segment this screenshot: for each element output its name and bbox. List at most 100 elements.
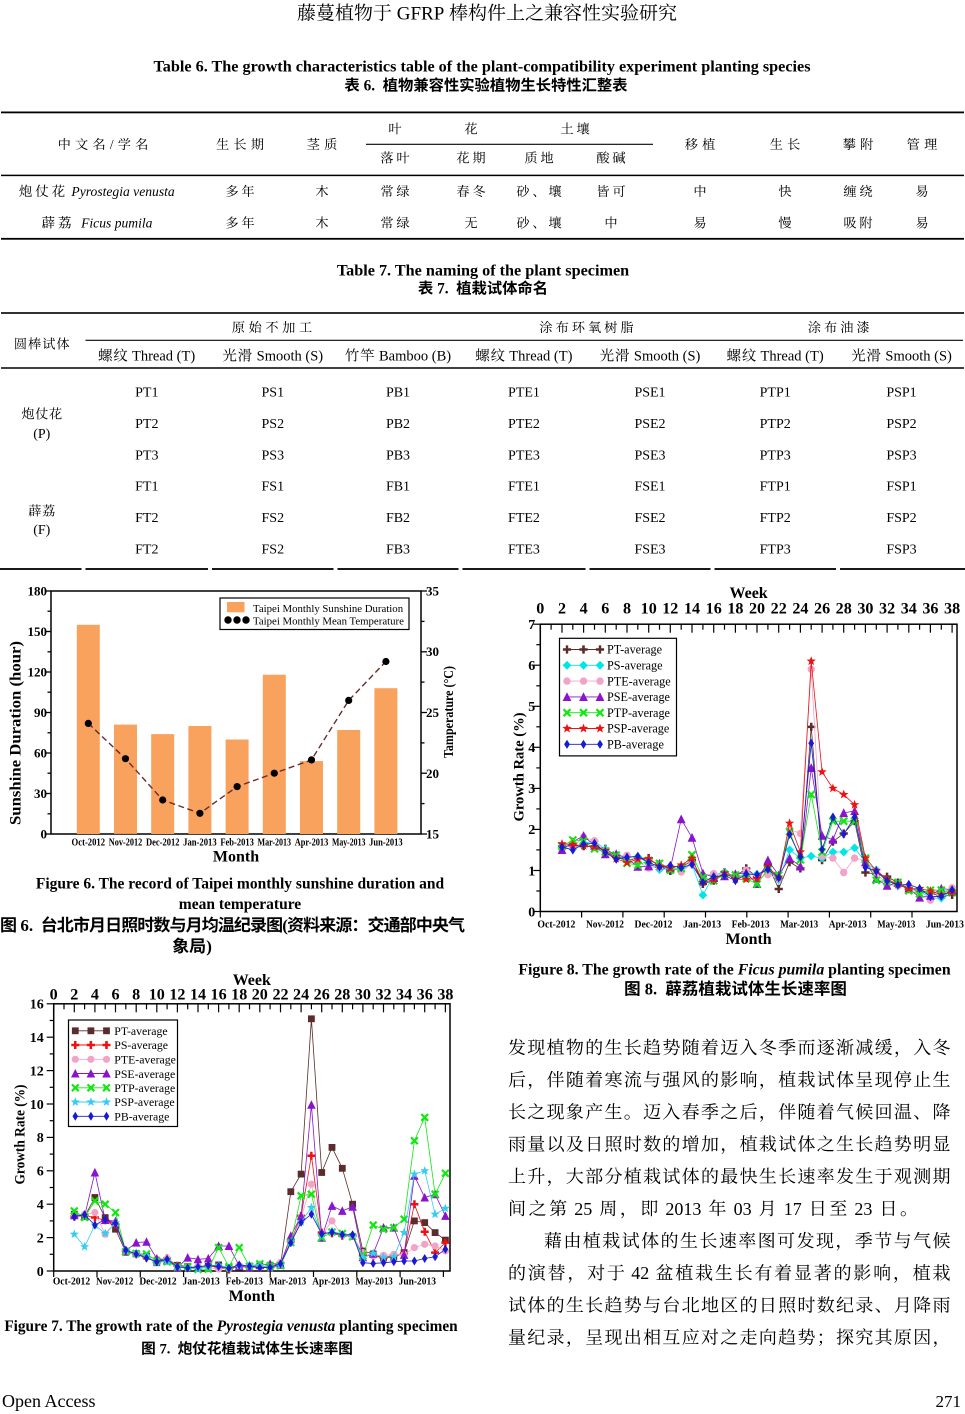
svg-text:PB-average: PB-average bbox=[607, 738, 664, 752]
svg-text:PT3: PT3 bbox=[135, 448, 158, 463]
svg-text:Bamboo (B): Bamboo (B) bbox=[375, 349, 451, 365]
svg-text:Dec-2012: Dec-2012 bbox=[635, 920, 673, 931]
svg-text:14: 14 bbox=[30, 1031, 44, 1046]
svg-text:14: 14 bbox=[684, 601, 700, 618]
svg-text:FB2: FB2 bbox=[386, 511, 410, 526]
svg-text:30: 30 bbox=[34, 786, 47, 801]
svg-text:FTE3: FTE3 bbox=[508, 543, 540, 558]
svg-text:Jan-2013: Jan-2013 bbox=[183, 1277, 220, 1288]
svg-text:20: 20 bbox=[749, 601, 765, 618]
svg-text:6: 6 bbox=[528, 659, 535, 674]
svg-text:mean temperature: mean temperature bbox=[179, 896, 302, 913]
svg-text:Oct-2012: Oct-2012 bbox=[72, 838, 106, 849]
svg-text:Taipei Monthly Mean Temperatur: Taipei Monthly Mean Temperature bbox=[253, 616, 404, 628]
svg-text:10: 10 bbox=[149, 987, 165, 1004]
svg-text:5: 5 bbox=[528, 700, 535, 715]
svg-text:7.: 7. bbox=[433, 281, 456, 298]
svg-text:6.: 6. bbox=[16, 916, 41, 935]
svg-text:Oct-2012: Oct-2012 bbox=[537, 920, 575, 931]
svg-text:34: 34 bbox=[901, 601, 917, 618]
svg-text:26: 26 bbox=[814, 601, 830, 618]
svg-text:May-2013: May-2013 bbox=[355, 1277, 392, 1288]
svg-text:FTP2: FTP2 bbox=[760, 511, 791, 526]
svg-text:Week: Week bbox=[233, 972, 271, 989]
svg-text:PT-average: PT-average bbox=[607, 643, 662, 657]
svg-text:0: 0 bbox=[37, 1265, 44, 1280]
svg-text:14: 14 bbox=[190, 987, 206, 1004]
svg-text:FTE1: FTE1 bbox=[508, 480, 540, 495]
svg-text:Sunshine Duration (hour): Sunshine Duration (hour) bbox=[8, 641, 25, 825]
svg-text:16: 16 bbox=[706, 601, 722, 618]
svg-text:Apr-2013: Apr-2013 bbox=[312, 1277, 349, 1288]
svg-text:PTP1: PTP1 bbox=[760, 386, 791, 401]
svg-text:FT2: FT2 bbox=[135, 543, 158, 558]
svg-text:FSP2: FSP2 bbox=[886, 511, 916, 526]
svg-text:25: 25 bbox=[426, 705, 440, 720]
svg-text:(P): (P) bbox=[33, 427, 50, 442]
svg-text:28: 28 bbox=[334, 987, 350, 1004]
svg-text:PSP-average: PSP-average bbox=[114, 1095, 174, 1109]
svg-text:7.: 7. bbox=[156, 1342, 178, 1358]
svg-text:Nov-2012: Nov-2012 bbox=[109, 838, 143, 849]
svg-text:150: 150 bbox=[28, 624, 48, 639]
svg-text:PTP-average: PTP-average bbox=[114, 1081, 175, 1095]
svg-text:26: 26 bbox=[314, 987, 330, 1004]
svg-text:34: 34 bbox=[396, 987, 412, 1004]
svg-text:Figure 8. The growth rate of t: Figure 8. The growth rate of the Ficus p… bbox=[518, 962, 950, 979]
svg-text:): ) bbox=[206, 937, 212, 956]
svg-text:FSP3: FSP3 bbox=[886, 543, 916, 558]
svg-text:PS1: PS1 bbox=[262, 386, 285, 401]
svg-text:FS2: FS2 bbox=[262, 543, 285, 558]
svg-text:Feb-2013: Feb-2013 bbox=[226, 1277, 263, 1288]
svg-text:8: 8 bbox=[623, 601, 631, 618]
svg-text:60: 60 bbox=[34, 746, 47, 761]
svg-text:8.: 8. bbox=[641, 980, 666, 999]
svg-text:30: 30 bbox=[426, 644, 439, 659]
svg-text:FS1: FS1 bbox=[262, 480, 285, 495]
svg-text:PTE-average: PTE-average bbox=[114, 1053, 176, 1067]
svg-text:FTE2: FTE2 bbox=[508, 511, 540, 526]
svg-text:271: 271 bbox=[936, 1392, 962, 1411]
svg-text:PB1: PB1 bbox=[386, 386, 410, 401]
svg-text:Week: Week bbox=[729, 585, 767, 602]
svg-text:PB2: PB2 bbox=[386, 417, 410, 432]
svg-text:PT2: PT2 bbox=[135, 417, 158, 432]
svg-text:90: 90 bbox=[34, 705, 47, 720]
svg-text:FSE2: FSE2 bbox=[634, 511, 665, 526]
svg-text:12: 12 bbox=[169, 987, 185, 1004]
svg-text:6: 6 bbox=[601, 601, 609, 618]
svg-text:Apr-2013: Apr-2013 bbox=[295, 838, 329, 849]
svg-text:2013: 2013 bbox=[661, 1199, 706, 1219]
svg-text:3: 3 bbox=[528, 782, 535, 797]
svg-text:PTE2: PTE2 bbox=[508, 417, 540, 432]
svg-text:Table 6. The growth characteri: Table 6. The growth characteristics tabl… bbox=[153, 58, 810, 76]
svg-text:Month: Month bbox=[229, 1288, 275, 1305]
svg-text:PTE1: PTE1 bbox=[508, 386, 540, 401]
svg-text:38: 38 bbox=[437, 987, 453, 1004]
svg-text:0: 0 bbox=[41, 827, 48, 842]
svg-text:PSE1: PSE1 bbox=[634, 386, 665, 401]
svg-text:Smooth (S): Smooth (S) bbox=[253, 349, 323, 365]
svg-text:FS2: FS2 bbox=[262, 511, 285, 526]
svg-text:PTE-average: PTE-average bbox=[607, 674, 671, 688]
svg-text:2: 2 bbox=[37, 1231, 44, 1246]
svg-text:Thread (T): Thread (T) bbox=[506, 349, 573, 365]
svg-text:20: 20 bbox=[426, 766, 439, 781]
svg-text:16: 16 bbox=[211, 987, 227, 1004]
svg-text:0: 0 bbox=[536, 601, 544, 618]
svg-text:FT2: FT2 bbox=[135, 511, 158, 526]
svg-text:Feb-2013: Feb-2013 bbox=[732, 920, 770, 931]
svg-text:Month: Month bbox=[213, 849, 259, 866]
svg-text:PTP-average: PTP-average bbox=[607, 706, 670, 720]
svg-text:2: 2 bbox=[70, 987, 78, 1004]
svg-text:0: 0 bbox=[50, 987, 58, 1004]
svg-text:23: 23 bbox=[850, 1199, 877, 1219]
svg-text:10: 10 bbox=[641, 601, 657, 618]
svg-text:10: 10 bbox=[30, 1098, 44, 1113]
svg-text:22: 22 bbox=[771, 601, 787, 618]
svg-text:PB3: PB3 bbox=[386, 448, 410, 463]
svg-text:Smooth (S): Smooth (S) bbox=[630, 349, 700, 365]
svg-text:4: 4 bbox=[580, 601, 588, 618]
svg-text:FSE3: FSE3 bbox=[634, 543, 665, 558]
svg-text:6: 6 bbox=[111, 987, 119, 1004]
